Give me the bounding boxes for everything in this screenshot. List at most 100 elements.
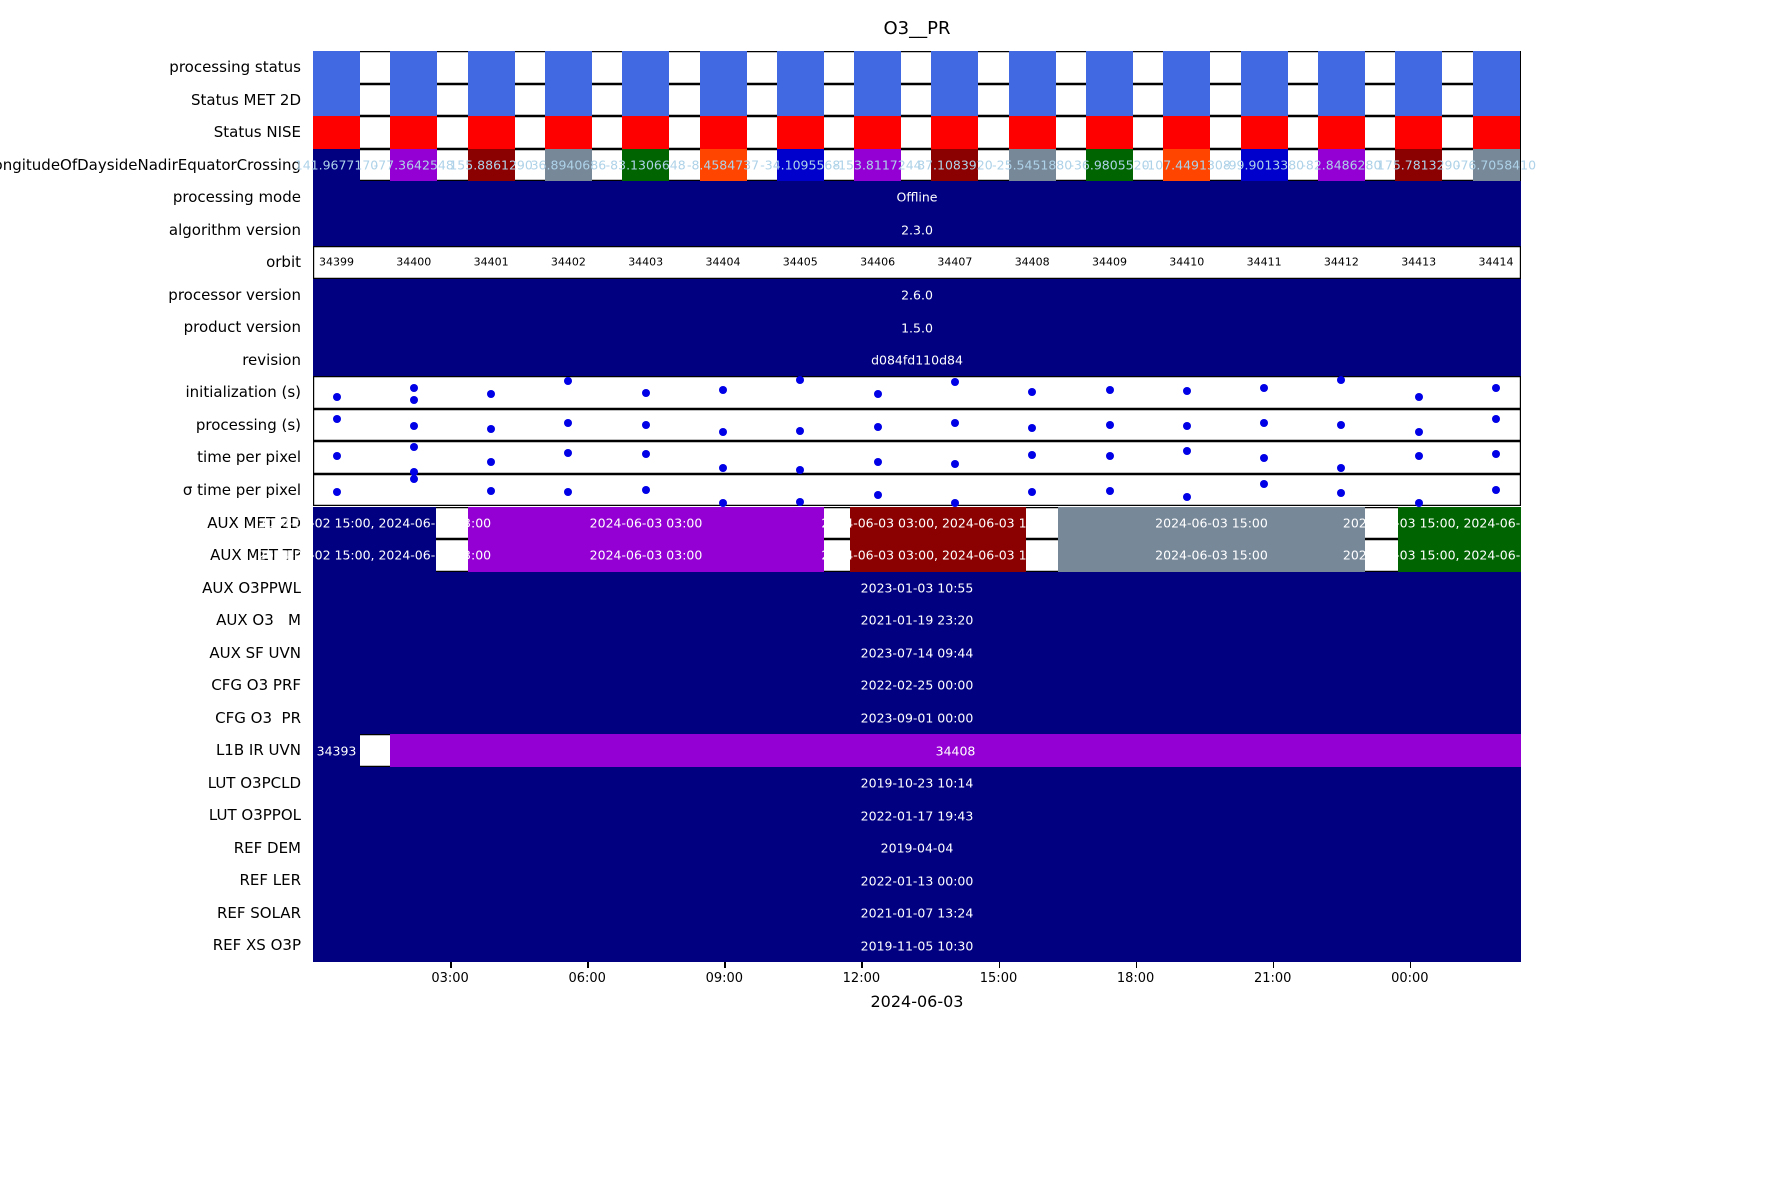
row-label-lut-o3ppol: LUT O3PPOL [208, 806, 301, 825]
scatter-dot [873, 491, 882, 500]
row-band [1086, 148, 1133, 182]
row-band [1398, 539, 1521, 572]
row-value: 2021-01-07 13:24 [860, 905, 974, 921]
segment-value: 2024-06-03 15:00 [1155, 547, 1268, 563]
row-label-lut-o3pcld: LUT O3PCLD [207, 773, 301, 792]
row-band [313, 766, 1521, 800]
row-band [776, 51, 824, 84]
row-band [313, 864, 1521, 897]
scatter-dot [796, 427, 805, 435]
row-band [313, 506, 436, 540]
scatter-dot [1182, 421, 1191, 430]
scatter-dot [1028, 451, 1037, 460]
row-processing-mode: Offline [313, 181, 1521, 214]
row-band [313, 278, 1521, 312]
row-orbit: 34399 34400 34401 34402 34403 34404 34405 34406… [313, 246, 1521, 279]
row-band [313, 539, 436, 572]
x-tick-mark [450, 962, 452, 968]
scatter-dot [409, 383, 418, 392]
x-tick-mark [998, 962, 1000, 968]
row-band [776, 83, 824, 117]
row-label-cfg-o3-prf: CFG O3 PRF [211, 676, 301, 695]
scatter-dot [1337, 464, 1346, 473]
row-band [467, 83, 515, 117]
row-band [313, 831, 1521, 865]
row-band [390, 734, 1521, 767]
longitude-value: -34.1095568 [760, 157, 841, 173]
row-band [468, 506, 824, 540]
row-band [313, 604, 1521, 637]
scatter-dot [1414, 452, 1423, 461]
scatter-dot [719, 498, 727, 507]
orbit-number: 34414 [1478, 255, 1514, 269]
orbit-number: 34410 [1169, 255, 1205, 269]
row-ref-dem: 2019-04-04 [313, 831, 1521, 865]
scatter-dot [564, 377, 573, 386]
row-band [1472, 116, 1520, 149]
row-band [1472, 83, 1520, 117]
scatter-dot [1492, 414, 1500, 423]
row-lut-o3ppol: 2022-01-17 19:43 [313, 799, 1521, 832]
row-band [1240, 148, 1288, 182]
row-revision: d084fd110d84 [313, 343, 1521, 377]
scatter-dot [332, 452, 341, 461]
row-band [313, 213, 1521, 247]
scatter-dot [950, 378, 959, 387]
row-aux-o3-m: 2021-01-19 23:20 [313, 604, 1521, 637]
row-band [1240, 51, 1288, 84]
scatter-dot [1105, 421, 1114, 430]
row-label-aux-met-2d: AUX MET 2D [207, 513, 301, 532]
scatter-dot [564, 487, 573, 496]
row-band [1008, 116, 1056, 149]
row-band [931, 83, 979, 117]
row-label-aux-o3-m: AUX O3 M [216, 611, 301, 630]
scatter-dot [873, 390, 882, 399]
row-band [1008, 83, 1056, 117]
row-band [468, 539, 824, 572]
row-band [390, 148, 438, 182]
row-label-time-per-pixel: time per pixel [197, 448, 301, 467]
orbit-number: 34409 [1092, 255, 1127, 269]
orbit-number: 34406 [860, 255, 896, 269]
row-band [544, 83, 592, 117]
row-cfg-o3-pr: 2023-09-01 00:00 [313, 701, 1521, 735]
row-longitudeofdaysidenadirequatorcrossing: 141.9677170 -77.3642548 155.8861290 36.8940… [295, 148, 1536, 182]
row-lut-o3pcld: 2019-10-23 10:14 [313, 766, 1521, 800]
scatter-dot [1414, 428, 1423, 437]
scatter-dot [796, 497, 805, 506]
longitude-value: -82.8486280 [1301, 157, 1382, 173]
segment-value: 2024-06-03 15:00 [1155, 515, 1268, 531]
x-tick-label: 06:00 [568, 971, 606, 986]
row-value: 2022-01-17 19:43 [860, 808, 974, 824]
chart-title: O3__PR [883, 18, 951, 39]
row-band [313, 51, 360, 84]
longitude-value: 155.8861290 [449, 157, 533, 173]
segment-value: 34408 [935, 743, 976, 759]
row-band [931, 116, 979, 149]
row-processing-s [313, 408, 1521, 442]
row-band [699, 116, 747, 149]
longitude-value: -8.4584737 [686, 157, 760, 173]
scatter-dot [1028, 487, 1037, 496]
scatter-dot [409, 474, 418, 483]
row-band [699, 51, 747, 84]
scatter-dot [641, 388, 650, 397]
row-label-aux-o3ppwl: AUX O3PPWL [202, 578, 301, 597]
row-band [776, 116, 824, 149]
row-value: 2019-10-23 10:14 [860, 775, 974, 791]
row-band [390, 83, 438, 117]
row-band [313, 636, 1521, 670]
row-band [313, 734, 360, 767]
segment-value: 34393 [316, 743, 357, 759]
segment-value: 2024-06-02 15:00, 2024-06-03 03:00 [257, 515, 492, 531]
orbit-number: 34404 [705, 255, 741, 269]
row-aux-met-tp: 2024-06-02 15:00, 2024-06-03 03:00 2024-0… [258, 539, 1576, 572]
row-time-per-pixel [313, 441, 1521, 477]
row-ref-ler: 2022-01-13 00:00 [313, 864, 1521, 897]
row-label-revision: revision [242, 350, 301, 369]
row-band [622, 148, 670, 182]
scatter-dot [1337, 376, 1346, 385]
row-band [1395, 116, 1443, 149]
row-band [544, 148, 592, 182]
